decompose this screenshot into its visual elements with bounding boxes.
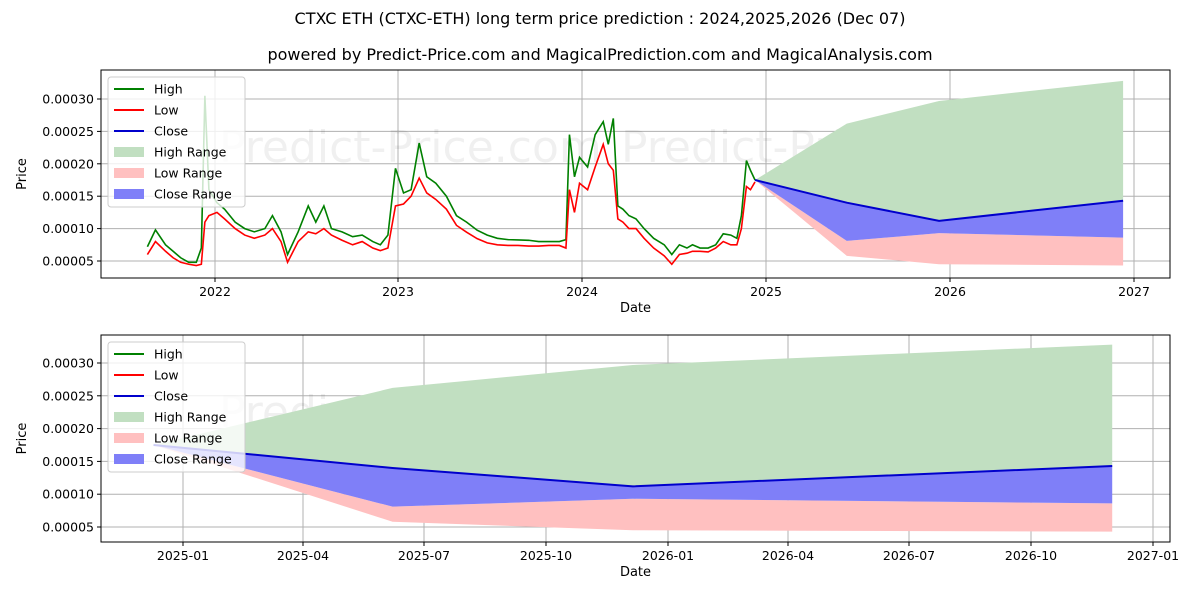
x-axis-label: Date <box>620 565 651 580</box>
legend-high-range-label: High Range <box>154 410 227 425</box>
legend: High Low Close High Range Low Range Close Ran… <box>107 341 246 473</box>
plot-area <box>146 80 1124 267</box>
y-tick-label: 0.00025 <box>42 124 94 139</box>
chart-subtitle: powered by Predict-Price.com and Magical… <box>267 45 933 64</box>
close-range-area <box>153 445 1113 507</box>
x-tick-label: 2026-07 <box>883 548 935 563</box>
legend-low-range-label: Low Range <box>154 166 223 181</box>
legend-close-range-swatch <box>114 189 144 199</box>
legend-low-range-label: Low Range <box>154 431 223 446</box>
low-range-area <box>153 445 1113 532</box>
x-tick-label: 2027 <box>1118 284 1150 299</box>
legend-high-range-swatch <box>114 412 144 422</box>
x-tick-label: 2025-01 <box>157 548 209 563</box>
bottom-plot: Predict-Price.comPredict-Price.com0.0000… <box>15 334 1179 580</box>
y-tick-label: 0.00030 <box>42 356 94 371</box>
x-tick-label: 2024 <box>566 284 598 299</box>
legend-high-label: High <box>154 347 183 362</box>
y-tick-label: 0.00020 <box>42 421 94 436</box>
x-axis-label: Date <box>620 301 651 316</box>
y-tick-label: 0.00010 <box>42 221 94 236</box>
y-tick-label: 0.00005 <box>42 520 94 535</box>
y-axis-label: Price <box>15 158 30 190</box>
y-tick-label: 0.00005 <box>42 254 94 269</box>
legend-high-range-swatch <box>114 147 144 157</box>
y-tick-label: 0.00015 <box>42 189 94 204</box>
close-line <box>754 179 1124 222</box>
legend-close-range-swatch <box>114 454 144 464</box>
axes-frame <box>100 69 1171 279</box>
x-tick-label: 2025-10 <box>520 548 572 563</box>
plot-area <box>153 344 1113 532</box>
legend-high-range-label: High Range <box>154 145 227 160</box>
chart-title: CTXC ETH (CTXC-ETH) long term price pred… <box>294 9 906 28</box>
x-tick-label: 2026-01 <box>642 548 694 563</box>
legend-close-range-label: Close Range <box>154 452 232 467</box>
x-tick-label: 2026-10 <box>1005 548 1057 563</box>
legend-close-label: Close <box>154 389 188 404</box>
y-tick-label: 0.00015 <box>42 454 94 469</box>
axes-frame <box>100 334 1171 543</box>
y-tick-label: 0.00030 <box>42 92 94 107</box>
y-tick-label: 0.00010 <box>42 487 94 502</box>
y-tick-label: 0.00025 <box>42 388 94 403</box>
legend-high-label: High <box>154 82 183 97</box>
x-tick-label: 2026-04 <box>762 548 814 563</box>
legend-low-range-swatch <box>114 168 144 178</box>
high-line <box>146 95 756 264</box>
watermark: Predict-Price.com <box>219 122 602 173</box>
high-range-area <box>755 80 1124 221</box>
close-line <box>153 444 1113 488</box>
close-range-area <box>755 180 1124 241</box>
x-tick-label: 2025-04 <box>277 548 329 563</box>
low-range-area <box>755 180 1124 266</box>
legend-low-range-swatch <box>114 433 144 443</box>
y-tick-label: 0.00020 <box>42 156 94 171</box>
high-range-area <box>153 344 1113 487</box>
x-tick-label: 2025-07 <box>398 548 450 563</box>
x-tick-label: 2022 <box>199 284 231 299</box>
x-tick-label: 2025 <box>750 284 782 299</box>
x-tick-label: 2026 <box>934 284 966 299</box>
top-plot: Predict-Price.comPredict-Price.com0.0000… <box>15 69 1171 316</box>
low-line <box>146 141 756 267</box>
legend: High Low Close High Range Low Range Close Ran… <box>107 76 246 208</box>
y-axis-label: Price <box>15 423 30 455</box>
x-tick-label: 2023 <box>382 284 414 299</box>
legend-close-range-label: Close Range <box>154 187 232 202</box>
legend-low-label: Low <box>154 368 179 383</box>
legend-low-label: Low <box>154 103 179 118</box>
x-tick-label: 2027-01 <box>1127 548 1179 563</box>
legend-close-label: Close <box>154 124 188 139</box>
